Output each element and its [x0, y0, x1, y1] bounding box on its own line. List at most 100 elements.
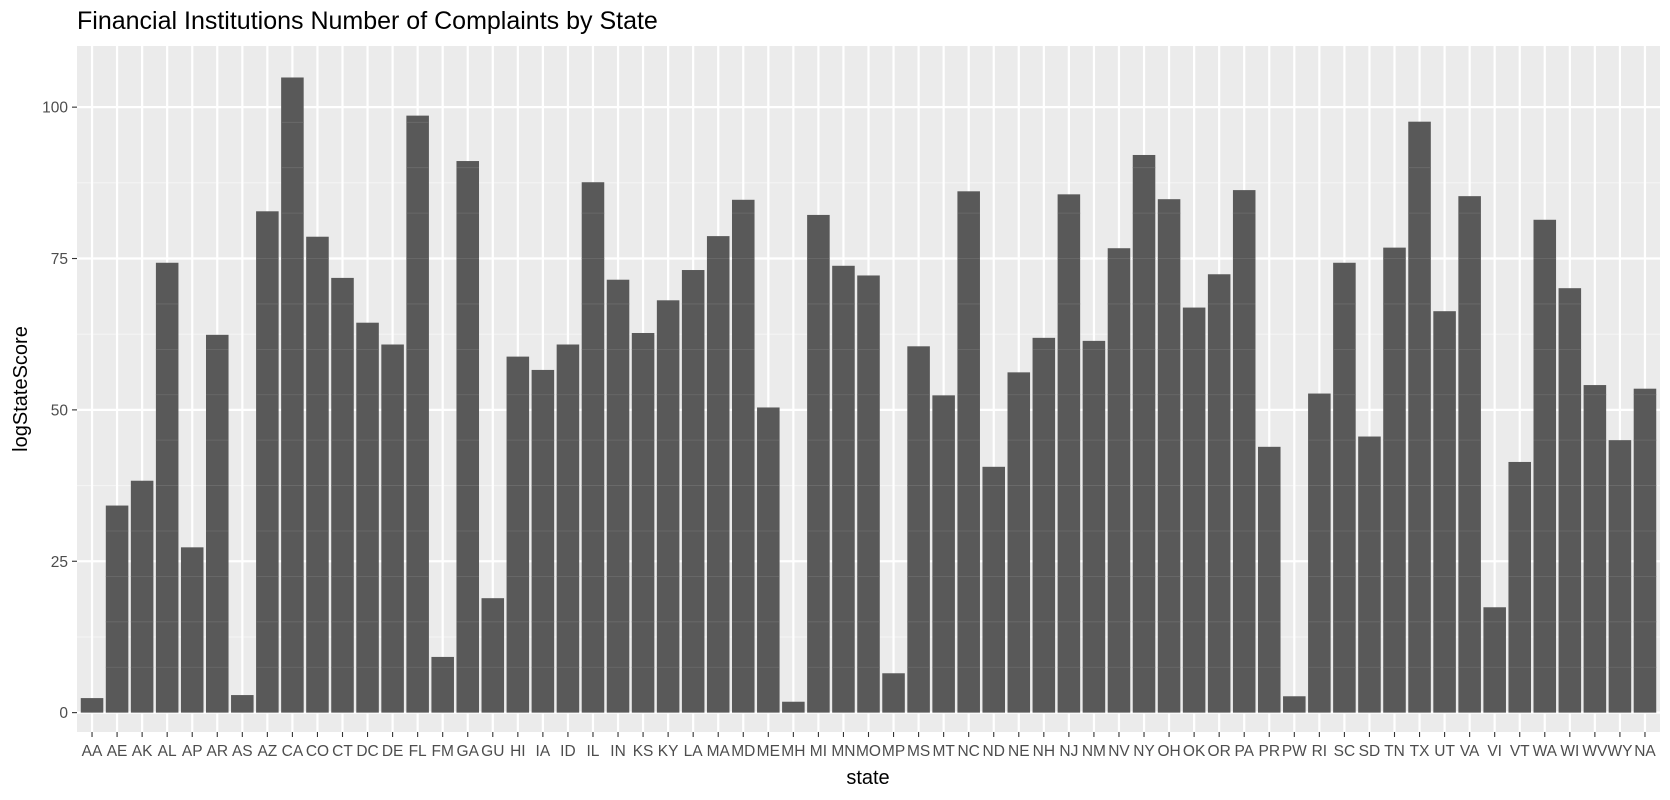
bar-ny — [1132, 154, 1156, 713]
bar-al — [155, 262, 179, 713]
x-tick-label: SD — [1359, 743, 1381, 760]
bar-nj — [1057, 194, 1081, 713]
x-tick-label: FM — [431, 743, 453, 760]
bar-na — [1633, 388, 1657, 713]
x-tick-label: VA — [1460, 743, 1480, 760]
x-tick-label: MD — [731, 743, 755, 760]
bar-nd — [982, 466, 1006, 713]
x-tick-label: KY — [658, 743, 679, 760]
x-tick-label: DE — [382, 743, 404, 760]
bar-az — [256, 211, 279, 713]
bar-sc — [1333, 262, 1356, 713]
x-tick-label: AR — [206, 743, 228, 760]
x-tick-label: NY — [1133, 743, 1155, 760]
bar-oh — [1157, 199, 1181, 713]
bar-ma — [706, 236, 730, 713]
bar-vi — [1483, 607, 1506, 713]
bar-de — [381, 344, 404, 713]
x-tick-label: AE — [107, 743, 128, 760]
bar-hi — [506, 356, 530, 713]
x-tick-label: MO — [856, 743, 881, 760]
x-tick-label: NH — [1033, 743, 1055, 760]
x-tick-label: MS — [907, 743, 930, 760]
x-tick-label: KS — [633, 743, 654, 760]
bar-ap — [180, 547, 204, 713]
bar-ae — [105, 505, 129, 713]
x-tick-label: HI — [510, 743, 526, 760]
bar-nc — [957, 191, 980, 713]
y-tick-label: 100 — [42, 100, 68, 117]
bar-pw — [1283, 696, 1306, 713]
bar-wi — [1558, 288, 1582, 713]
bar-mn — [832, 265, 855, 713]
bar-in — [606, 279, 630, 713]
y-axis: 0 25 50 75 100 — [42, 100, 77, 722]
x-tick-label: WI — [1560, 743, 1579, 760]
x-tick-label: CA — [282, 743, 304, 760]
x-tick-label: TX — [1410, 743, 1430, 760]
bar-mt — [932, 395, 955, 713]
bar-fl — [406, 115, 429, 713]
x-tick-label: AZ — [257, 743, 277, 760]
bar-ky — [656, 300, 680, 713]
bar-mp — [882, 673, 905, 713]
bar-ut — [1433, 311, 1456, 713]
y-tick-label: 25 — [51, 554, 68, 571]
x-tick-label: WY — [1607, 743, 1632, 760]
bar-md — [731, 199, 755, 713]
bar-as — [231, 695, 254, 713]
bar-nv — [1107, 248, 1131, 713]
bar-tn — [1383, 247, 1406, 713]
bar-gu — [481, 598, 505, 713]
bar-va — [1458, 196, 1481, 713]
bar-nh — [1032, 337, 1056, 713]
x-tick-label: AA — [82, 743, 103, 760]
bar-ms — [907, 346, 930, 713]
bar-vt — [1508, 461, 1532, 713]
x-tick-label: RI — [1312, 743, 1328, 760]
bar-il — [581, 182, 605, 713]
x-tick-label: ME — [757, 743, 780, 760]
x-tick-label: PR — [1258, 743, 1280, 760]
x-tick-label: GA — [457, 743, 480, 760]
x-tick-label: AS — [232, 743, 253, 760]
x-tick-label: UT — [1434, 743, 1455, 760]
x-tick-label: NE — [1008, 743, 1030, 760]
x-tick-label: WA — [1533, 743, 1558, 760]
bar-pa — [1232, 190, 1256, 713]
bar-tx — [1408, 121, 1431, 713]
bar-mi — [807, 214, 830, 713]
bar-or — [1207, 274, 1231, 713]
x-tick-label: IA — [536, 743, 551, 760]
bar-sd — [1358, 436, 1381, 713]
x-tick-label: LA — [684, 743, 704, 760]
bar-ok — [1182, 307, 1206, 713]
x-tick-label: DC — [356, 743, 378, 760]
x-tick-label: NM — [1082, 743, 1106, 760]
x-tick-label: OR — [1208, 743, 1231, 760]
bar-ia — [531, 369, 555, 713]
x-tick-label: IL — [587, 743, 600, 760]
bar-me — [757, 407, 780, 713]
x-tick-label: OH — [1157, 743, 1180, 760]
x-tick-label: NJ — [1059, 743, 1078, 760]
x-tick-label: MT — [932, 743, 955, 760]
x-tick-label: SC — [1334, 743, 1356, 760]
x-tick-label: NC — [957, 743, 979, 760]
bar-ri — [1308, 393, 1331, 713]
x-tick-label: NA — [1634, 743, 1656, 760]
bar-ga — [456, 161, 480, 713]
bar-fm — [431, 656, 454, 713]
bar-la — [681, 270, 705, 713]
x-tick-label: PA — [1234, 743, 1254, 760]
x-tick-label: AL — [158, 743, 177, 760]
bar-ar — [205, 334, 229, 713]
y-tick-label: 75 — [51, 251, 68, 268]
bar-pr — [1257, 446, 1281, 713]
bar-dc — [356, 322, 379, 713]
bar-aa — [80, 698, 104, 713]
bar-ks — [631, 332, 655, 713]
bar-nm — [1082, 340, 1106, 713]
x-tick-label: MI — [810, 743, 827, 760]
